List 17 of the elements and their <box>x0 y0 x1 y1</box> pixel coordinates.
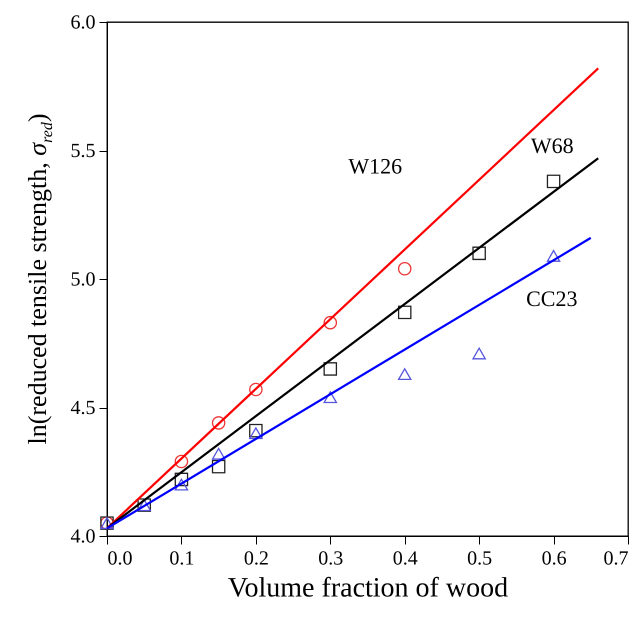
y-tick-label: 6.0 <box>70 12 96 34</box>
x-tick-label: 0.3 <box>318 548 344 570</box>
y-tick-label: 5.0 <box>70 268 96 290</box>
x-tick-label: 0.2 <box>244 548 269 570</box>
x-tick-label: 0.0 <box>108 548 132 570</box>
y-tick-label: 4.5 <box>70 397 96 419</box>
series-label: W68 <box>530 133 574 158</box>
x-tick-label: 0.4 <box>392 548 418 570</box>
series-label: CC23 <box>526 286 578 311</box>
x-axis-title: Volume fraction of wood <box>228 572 508 604</box>
x-tick-label: 0.7 <box>604 548 628 570</box>
x-tick-label: 0.6 <box>542 548 567 570</box>
y-tick-label: 4.0 <box>70 526 96 548</box>
x-tick-label: 0.5 <box>467 548 492 570</box>
y-tick-label: 5.5 <box>70 140 96 162</box>
text: W126 <box>348 153 402 178</box>
x-tick-label: 0.1 <box>169 548 194 570</box>
